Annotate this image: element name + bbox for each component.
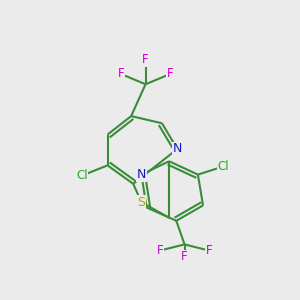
Text: F: F (181, 250, 188, 263)
Text: F: F (118, 68, 124, 80)
Text: Cl: Cl (218, 160, 230, 173)
Text: N: N (137, 168, 146, 181)
Text: S: S (137, 196, 146, 209)
Text: F: F (157, 244, 163, 257)
Text: F: F (167, 68, 173, 80)
Text: N: N (173, 142, 182, 155)
Text: F: F (142, 53, 149, 66)
Text: Cl: Cl (76, 169, 88, 182)
Text: F: F (206, 244, 212, 257)
